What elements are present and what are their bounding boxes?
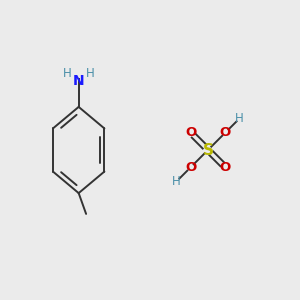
Text: O: O (220, 161, 231, 174)
Text: S: S (202, 142, 214, 158)
Text: H: H (172, 175, 181, 188)
Text: O: O (220, 126, 231, 139)
Text: H: H (235, 112, 244, 125)
Text: O: O (185, 126, 196, 139)
Text: N: N (73, 74, 85, 88)
Text: O: O (185, 161, 196, 174)
Text: H: H (85, 67, 94, 80)
Text: H: H (63, 67, 72, 80)
